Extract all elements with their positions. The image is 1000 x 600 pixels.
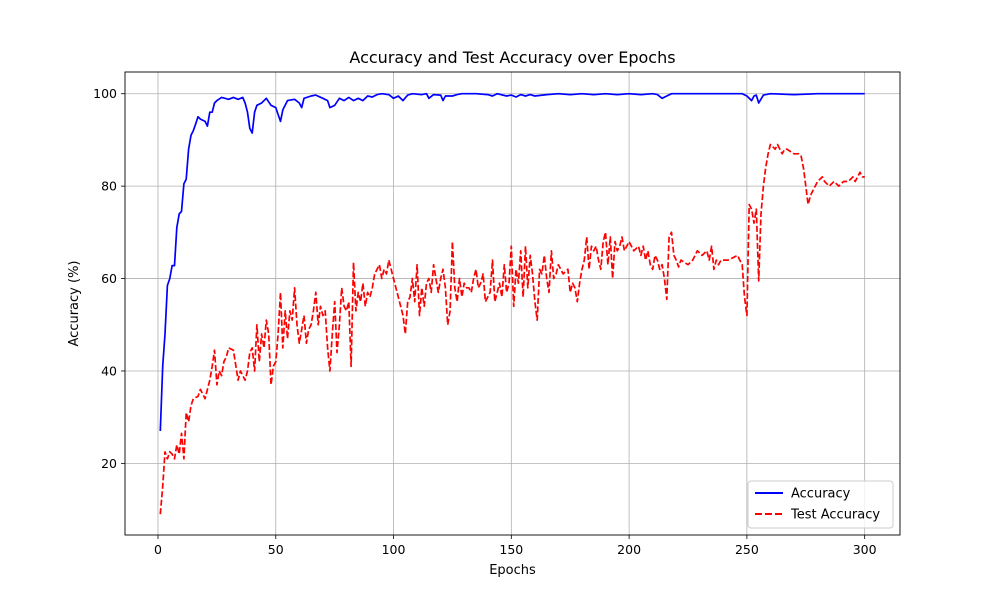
chart-title: Accuracy and Test Accuracy over Epochs xyxy=(349,48,675,67)
series-line-test-accuracy xyxy=(159,143,865,515)
y-tick-label: 20 xyxy=(101,456,117,471)
y-tick-label: 40 xyxy=(101,363,117,378)
series-lines xyxy=(159,92,865,515)
x-tick-label: 50 xyxy=(268,542,284,557)
legend-box xyxy=(747,480,894,529)
series-line-accuracy xyxy=(159,92,865,432)
y-axis-label: Accuracy (%) xyxy=(67,261,82,347)
x-tick-label: 300 xyxy=(853,542,877,557)
x-tick-label: 150 xyxy=(499,542,523,557)
x-tick-label: 0 xyxy=(154,542,162,557)
axis-ticks: 0 50 100 150 200 250 300 20 40 60 80 100 xyxy=(93,86,877,557)
x-tick-label: 100 xyxy=(382,542,406,557)
plot-area-frame xyxy=(124,71,901,536)
legend-label-accuracy: Accuracy xyxy=(791,487,851,502)
x-tick-label: 200 xyxy=(617,542,641,557)
x-axis-label: Epochs xyxy=(489,563,536,578)
y-tick-label: 100 xyxy=(93,86,117,101)
legend: Accuracy Test Accuracy xyxy=(747,480,894,529)
y-tick-label: 80 xyxy=(101,179,117,194)
legend-label-test-accuracy: Test Accuracy xyxy=(790,508,880,523)
x-tick-label: 250 xyxy=(735,542,759,557)
y-tick-label: 60 xyxy=(101,271,117,286)
